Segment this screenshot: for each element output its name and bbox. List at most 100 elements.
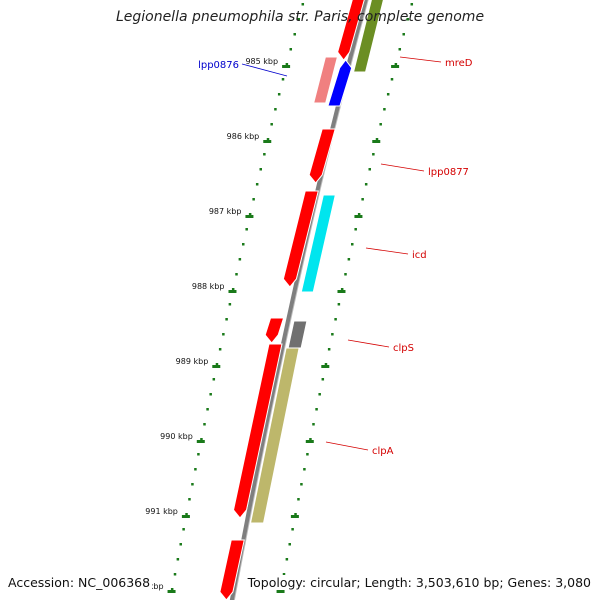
scale-label: 987 kbp [209,207,242,216]
scale-dot [372,153,375,156]
gene-feature [282,190,319,288]
scale-dot [375,138,379,141]
scale-label: 990 kbp [160,432,193,441]
scale-dot [318,393,321,396]
major-tick [305,440,314,443]
topology-info: Topology: circular; Length: 3,503,610 bp… [245,575,591,590]
major-tick [167,590,176,593]
scale-dot [277,93,281,96]
scale-dot [398,48,402,51]
callout-line [399,56,442,63]
gene-label: lpp0876 [198,60,239,71]
scale-dot [252,198,255,201]
major-tick [228,290,237,293]
scale-dot [383,108,386,111]
gene-label: lpp0877 [428,167,469,178]
scale-label: 986 kbp [227,132,260,141]
scale-dot [390,78,394,81]
gene-feature [300,194,336,293]
major-tick [263,140,272,143]
major-tick [196,440,205,443]
scale-dot [331,333,334,336]
scale-dot [368,168,371,171]
scale-dot [203,423,206,426]
scale-dot [176,558,180,561]
scale-dot [179,543,182,546]
scale-dot [245,228,248,231]
scale-dot [170,588,174,591]
scale-dot [197,453,200,456]
scale-dot [354,228,357,231]
scale-dot [337,303,341,306]
scale-dot [248,213,252,216]
scale-dot [315,408,318,411]
accession-number: NC_006368 [78,575,151,590]
scale-dot [288,543,291,546]
scale-label: 985 kbp [245,57,278,66]
scale-dot [263,153,266,156]
scale-dot [300,483,303,486]
genome-title: Legionella pneumophila str. Paris, compl… [115,9,485,25]
scale-dot [297,18,300,21]
scale-dot [340,288,344,291]
major-tick [372,140,381,143]
scale-dot [200,438,203,441]
scale-dot [173,573,177,576]
scale-dot [306,453,309,456]
scale-dot [212,378,216,381]
scale-dot [222,333,225,336]
scale-dot [231,288,235,291]
accession-label: Accession: [8,575,79,590]
scale-dot [344,273,347,276]
scale-label: 988 kbp [192,282,225,291]
major-tick [354,215,363,218]
major-tick [181,515,190,518]
scale-dot [274,108,277,111]
scale-dot [182,528,185,531]
scale-dot [289,48,293,51]
scale-dot [285,558,289,561]
scale-dot [402,33,405,36]
major-tick [290,515,299,518]
gene-label: mreD [445,58,473,69]
scale-dot [185,513,188,516]
backbone-line [229,0,368,600]
callout-line [241,63,288,77]
gene-feature [287,320,308,349]
scale-dot [394,63,398,66]
scale-dot [238,258,242,261]
major-tick [212,365,221,368]
scale-dot [281,78,285,81]
scale-dot [194,468,197,471]
gene-feature [327,59,353,107]
scale-dot [301,3,305,6]
scale-dot [303,468,306,471]
scale-dot [324,363,328,366]
gene-feature [249,347,300,524]
major-tick [321,365,330,368]
gene-label: clpS [393,343,414,354]
major-tick [245,215,254,218]
scale-dot [282,573,286,576]
accession-info: Accession: NC_006368 [8,575,153,590]
scale-dot [309,438,312,441]
scale-dot [297,498,300,501]
scale-dot [406,18,409,21]
scale-label: 989 kbp [176,357,209,366]
scale-dot [242,243,245,246]
scale-dot [357,213,361,216]
scale-dot [206,408,209,411]
gene-label: clpA [372,446,394,457]
gene-feature [337,0,365,61]
scale-dot [285,63,289,66]
gene-feature [219,539,245,600]
major-tick [391,65,400,68]
scale-dot [228,303,232,306]
scale-dot [347,258,351,261]
scale-dot [191,483,194,486]
scale-dot [188,498,191,501]
gene-feature [308,128,336,184]
callout-line [365,247,409,255]
gene-feature [313,56,339,104]
scale-dot [410,3,414,6]
